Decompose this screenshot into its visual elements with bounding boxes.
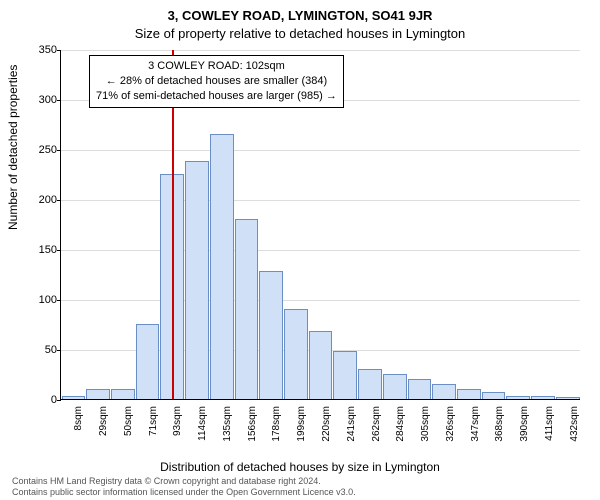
histogram-bar [235, 219, 259, 399]
attribution-line2: Contains public sector information licen… [12, 487, 588, 498]
y-tick-label: 200 [23, 194, 57, 206]
x-tick-label: 178sqm [271, 406, 282, 456]
histogram-bar [284, 309, 308, 399]
histogram-bar [62, 396, 86, 399]
histogram-bar [259, 271, 283, 399]
x-axis-label: Distribution of detached houses by size … [0, 460, 600, 474]
histogram-bar [185, 161, 209, 399]
x-tick-label: 114sqm [197, 406, 208, 456]
attribution-line1: Contains HM Land Registry data © Crown c… [12, 476, 588, 487]
y-tick-label: 50 [23, 344, 57, 356]
chart-title-line1: 3, COWLEY ROAD, LYMINGTON, SO41 9JR [0, 8, 600, 23]
histogram-bar [210, 134, 234, 399]
y-tick-label: 300 [23, 94, 57, 106]
y-tick-label: 250 [23, 144, 57, 156]
x-tick-label: 284sqm [395, 406, 406, 456]
histogram-bar [333, 351, 357, 399]
histogram-bar [556, 397, 580, 399]
histogram-bar [86, 389, 110, 399]
annotation-box: 3 COWLEY ROAD: 102sqm← 28% of detached h… [89, 55, 344, 108]
x-tick-label: 326sqm [445, 406, 456, 456]
x-tick-label: 262sqm [371, 406, 382, 456]
chart-container: 3, COWLEY ROAD, LYMINGTON, SO41 9JR Size… [0, 0, 600, 500]
x-tick-label: 411sqm [544, 406, 555, 456]
x-tick-label: 199sqm [296, 406, 307, 456]
x-tick-label: 50sqm [123, 406, 134, 456]
histogram-bar [136, 324, 160, 399]
chart-title-line2: Size of property relative to detached ho… [0, 26, 600, 41]
x-tick-label: 241sqm [346, 406, 357, 456]
histogram-bar [309, 331, 333, 399]
histogram-bar [111, 389, 135, 399]
attribution-text: Contains HM Land Registry data © Crown c… [12, 476, 588, 498]
x-tick-label: 8sqm [73, 406, 84, 456]
annotation-line2: ← 28% of detached houses are smaller (38… [96, 74, 337, 89]
histogram-bar [457, 389, 481, 399]
histogram-bar [506, 396, 530, 399]
x-tick-label: 432sqm [569, 406, 580, 456]
histogram-bar [531, 396, 555, 399]
y-tick-label: 100 [23, 294, 57, 306]
x-tick-label: 93sqm [172, 406, 183, 456]
y-tick-label: 350 [23, 44, 57, 56]
x-tick-label: 29sqm [98, 406, 109, 456]
annotation-line1: 3 COWLEY ROAD: 102sqm [96, 59, 337, 74]
x-tick-label: 390sqm [519, 406, 530, 456]
x-tick-label: 305sqm [420, 406, 431, 456]
histogram-bar [383, 374, 407, 399]
histogram-bar [408, 379, 432, 399]
histogram-bar [432, 384, 456, 399]
y-tick-label: 0 [23, 394, 57, 406]
plot-area: 0501001502002503003508sqm29sqm50sqm71sqm… [60, 50, 580, 400]
x-tick-label: 368sqm [494, 406, 505, 456]
y-tick-mark [57, 400, 61, 401]
y-tick-label: 150 [23, 244, 57, 256]
y-axis-label: Number of detached properties [6, 65, 20, 230]
x-tick-label: 156sqm [247, 406, 258, 456]
x-tick-label: 135sqm [222, 406, 233, 456]
histogram-bar [358, 369, 382, 399]
x-tick-label: 71sqm [148, 406, 159, 456]
annotation-line3: 71% of semi-detached houses are larger (… [96, 89, 337, 104]
histogram-bar [482, 392, 506, 399]
x-tick-label: 347sqm [470, 406, 481, 456]
x-tick-label: 220sqm [321, 406, 332, 456]
